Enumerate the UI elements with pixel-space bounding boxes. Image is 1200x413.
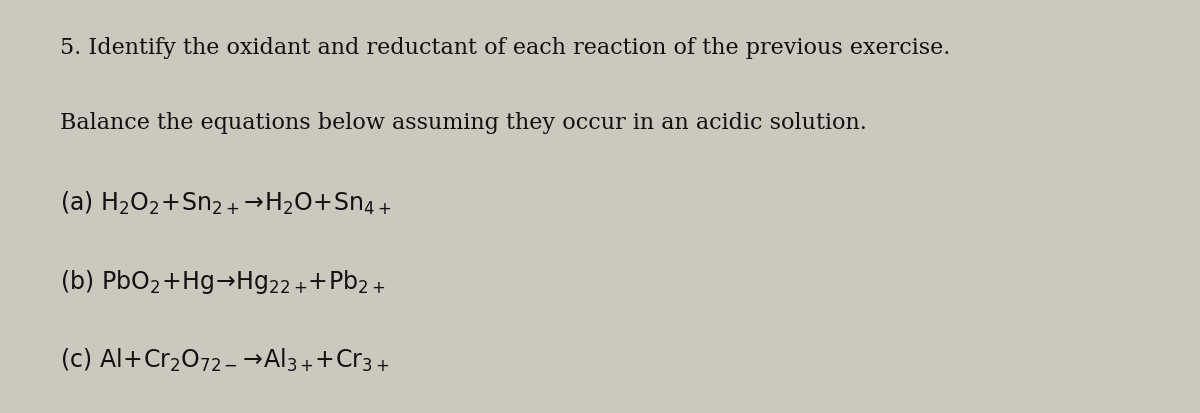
Text: 5. Identify the oxidant and reductant of each reaction of the previous exercise.: 5. Identify the oxidant and reductant of… <box>60 37 950 59</box>
Text: $\mathrm{(a)\ H_2O_2\!+\!Sn_{2+}\!\rightarrow\!H_2O\!+\!Sn_{4+}}$: $\mathrm{(a)\ H_2O_2\!+\!Sn_{2+}\!\right… <box>60 190 391 217</box>
Text: $\mathrm{(c)\ Al\!+\!Cr_2O_{72-}\!\rightarrow\!Al_{3+}\!\!+\!Cr_{3+}}$: $\mathrm{(c)\ Al\!+\!Cr_2O_{72-}\!\right… <box>60 347 389 374</box>
Text: $\mathrm{(b)\ PbO_2\!+\!Hg\!\rightarrow\!Hg_{22+}\!\!+\!Pb_{2+}}$: $\mathrm{(b)\ PbO_2\!+\!Hg\!\rightarrow\… <box>60 268 385 297</box>
Text: Balance the equations below assuming they occur in an acidic solution.: Balance the equations below assuming the… <box>60 112 866 133</box>
